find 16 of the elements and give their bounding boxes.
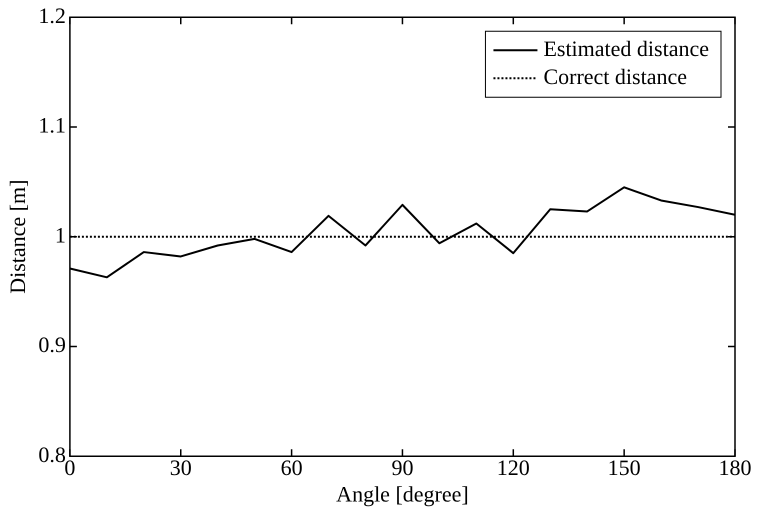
legend-label: Estimated distance [543, 36, 710, 61]
y-tick-label: 1.2 [38, 2, 66, 28]
x-tick-label: 0 [64, 455, 76, 480]
x-tick-label: 180 [718, 455, 752, 480]
x-tick-label: 90 [391, 455, 414, 480]
x-tick-label: 150 [608, 455, 641, 480]
x-axis-title: Angle [degree] [336, 482, 469, 507]
legend-label: Correct distance [543, 64, 688, 89]
x-tick-label: 30 [170, 455, 192, 480]
y-tick-label: 0.8 [38, 442, 66, 467]
y-tick-label: 1.1 [38, 112, 66, 138]
y-axis-title: Distance [m] [4, 180, 30, 294]
y-tick-label: 0.9 [38, 332, 66, 358]
x-tick-label: 60 [280, 455, 303, 480]
y-tick-label: 1 [54, 222, 66, 248]
x-tick-label: 120 [496, 455, 530, 480]
